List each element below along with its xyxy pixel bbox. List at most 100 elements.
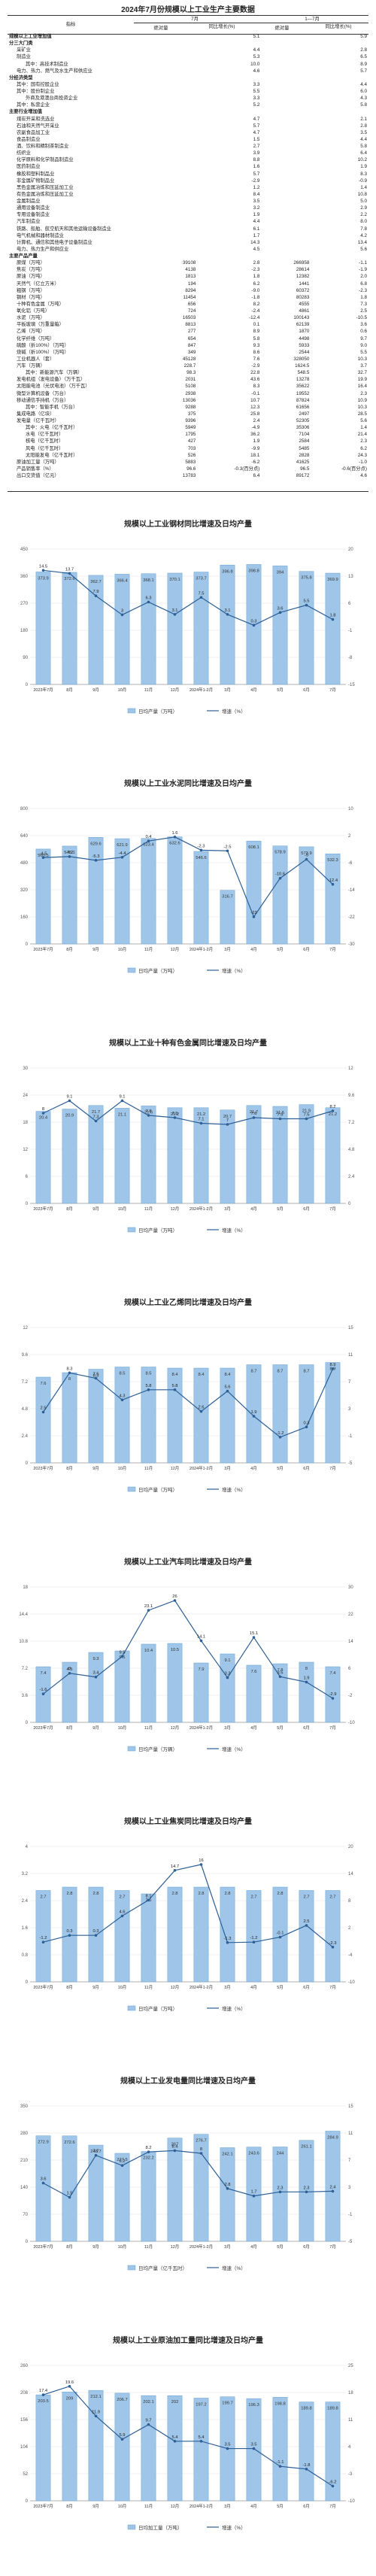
table-cell-yoy2 <box>311 108 368 115</box>
line-value-label: 8 <box>200 2147 202 2152</box>
table-cell-abs2 <box>261 123 311 129</box>
header-july: 7月 <box>134 17 256 23</box>
table-cell-yoy: 4.7 <box>253 116 260 122</box>
table-cell-yoy: 25.8 <box>250 411 260 417</box>
line-value-label: 3.1 <box>224 608 230 613</box>
bar-value-label: 21.2 <box>171 1112 179 1117</box>
table-cell-abs: 16503 <box>182 315 196 321</box>
bar-value-label: 2.8 <box>198 1892 204 1896</box>
header-abs: 绝对量 <box>153 26 168 31</box>
table-row: 食品制造业 1.5 4.4 <box>8 136 368 143</box>
line-point <box>147 839 150 842</box>
line-value-label: 3.6 <box>40 2177 46 2182</box>
table-row: 其中：股份制企业 5.5 6.0 <box>8 88 368 95</box>
y2-tick-label: -4 <box>348 1953 353 1958</box>
table-cell-abs <box>147 40 197 47</box>
header-abs2: 绝对量 <box>274 26 290 31</box>
table-cell-yoy: 43.6 <box>250 377 260 383</box>
line-value-label: -12.4 <box>328 878 338 883</box>
x-tick-label: 6月 <box>303 1725 310 1731</box>
table-cell-abs: 5108 <box>185 384 196 390</box>
table-cell-yoy: 1.5 <box>253 136 260 142</box>
x-tick-label: 2024年1-2月 <box>190 1725 213 1731</box>
table-cell-yoy: 7.6 <box>253 356 260 362</box>
x-tick-label: 12月 <box>171 947 180 952</box>
y2-tick-label: -30 <box>348 942 355 947</box>
x-tick-label: 11月 <box>144 1985 153 1990</box>
table-cell-yoy2: 28.5 <box>357 411 367 417</box>
table-row: 电气机械和器材制造业 1.7 4.2 <box>8 232 368 239</box>
table-cell-abs2 <box>261 40 311 47</box>
series-line <box>43 2386 333 2486</box>
table-cell-abs2: 1870 <box>299 329 310 335</box>
table-cell-name: 金属制品业 <box>17 199 41 205</box>
line-value-label: 6.3 <box>145 596 151 600</box>
line-point <box>226 1123 229 1126</box>
line-value-label: 4.5 <box>66 1667 72 1672</box>
line-value-label: -2.9 <box>329 1692 337 1697</box>
x-tick-label: 2024年1-2月 <box>190 946 213 952</box>
x-tick-label: 7月 <box>329 1985 336 1990</box>
table-cell-abs2 <box>261 116 311 123</box>
line-point <box>278 876 282 880</box>
table-cell-abs <box>147 232 197 239</box>
table-cell-abs: 228.7 <box>183 363 196 369</box>
x-tick-label: 7月 <box>329 1206 336 1212</box>
x-tick-label: 10月 <box>118 947 127 952</box>
x-tick-label: 5月 <box>277 1725 284 1731</box>
table-cell-yoy2: 13.4 <box>357 239 367 245</box>
x-tick-label: 2023年7月 <box>33 1206 53 1212</box>
bar <box>220 1109 235 1204</box>
bar <box>114 1890 130 1983</box>
y2-tick-label: 2.4 <box>348 1175 355 1179</box>
y-tick-label: 350 <box>20 2104 29 2109</box>
table-cell-yoy: 6.2 <box>253 281 260 287</box>
table-cell-yoy2: 7.3 <box>360 301 367 307</box>
line-value-label: -1.6 <box>40 1688 47 1692</box>
x-tick-label: 12月 <box>171 1466 180 1471</box>
table-cell-yoy: 5.1 <box>253 34 260 40</box>
bar-value-label: 21.7 <box>250 1110 258 1115</box>
x-tick-label: 4月 <box>250 1206 257 1212</box>
table-cell-yoy2 <box>311 253 368 259</box>
table-cell-abs: 5949 <box>185 425 196 431</box>
x-tick-label: 4月 <box>250 1985 257 1990</box>
table-cell-yoy2: 5.7 <box>360 68 367 74</box>
table-cell-abs2: 266958 <box>293 260 310 266</box>
x-tick-label: 2023年7月 <box>33 2503 53 2509</box>
header-yoy2: 同比增长(%) <box>325 24 352 29</box>
table-cell-name: 通用设备制造业 <box>17 205 50 211</box>
line-value-label: 1.8 <box>329 614 335 618</box>
table-row: 太阳能电池（光伏电池）（万千瓦） 5108 8.3 35622 16.4 <box>8 383 368 390</box>
y-tick-label: 90 <box>23 656 28 660</box>
x-tick-label: 2024年1-2月 <box>190 2244 213 2250</box>
series-line <box>43 1600 333 1699</box>
line-value-label: 26 <box>172 1594 177 1599</box>
table-cell-yoy: 3.3 <box>253 81 260 87</box>
table-row: 氧化铝（万吨） 724 -2.4 4861 2.5 <box>8 308 368 314</box>
table-row: 微型计算机设备（万台） 2938 -0.1 19552 2.3 <box>8 390 368 397</box>
bar <box>299 1364 314 1464</box>
bar <box>167 2395 183 2502</box>
table-row: 集成电路（亿块） 375 25.8 2497 28.5 <box>8 411 368 417</box>
line-value-label: 1.6 <box>171 831 177 836</box>
legend-bar-swatch <box>127 1486 136 1492</box>
table-cell-abs2 <box>261 102 311 108</box>
line-value-label: 19.6 <box>65 2380 74 2385</box>
y-tick-label: 3.2 <box>22 1872 29 1877</box>
bar <box>35 2394 51 2502</box>
table-cell-name: 太阳能电池（光伏电池）（万千瓦） <box>17 384 90 390</box>
y2-tick-label: 11 <box>348 2131 353 2136</box>
table-cell-yoy2: 9.0 <box>360 342 367 348</box>
line-value-label: 2.4 <box>329 2185 336 2189</box>
table-cell-yoy2: 2.0 <box>360 274 367 280</box>
table-cell-yoy2: 1.8 <box>360 294 367 300</box>
table-row: 煤炭开采和洗选业 4.7 2.1 <box>8 116 368 123</box>
bar-value-label: 276.7 <box>196 2139 207 2144</box>
table-cell-abs2 <box>261 74 311 81</box>
table-cell-abs: 847 <box>187 342 196 348</box>
table-cell-yoy2: 10.8 <box>357 191 367 197</box>
bar-value-label: 7.6 <box>250 1670 256 1674</box>
bar <box>246 1664 262 1723</box>
table-cell-yoy2: 10.9 <box>357 397 367 403</box>
